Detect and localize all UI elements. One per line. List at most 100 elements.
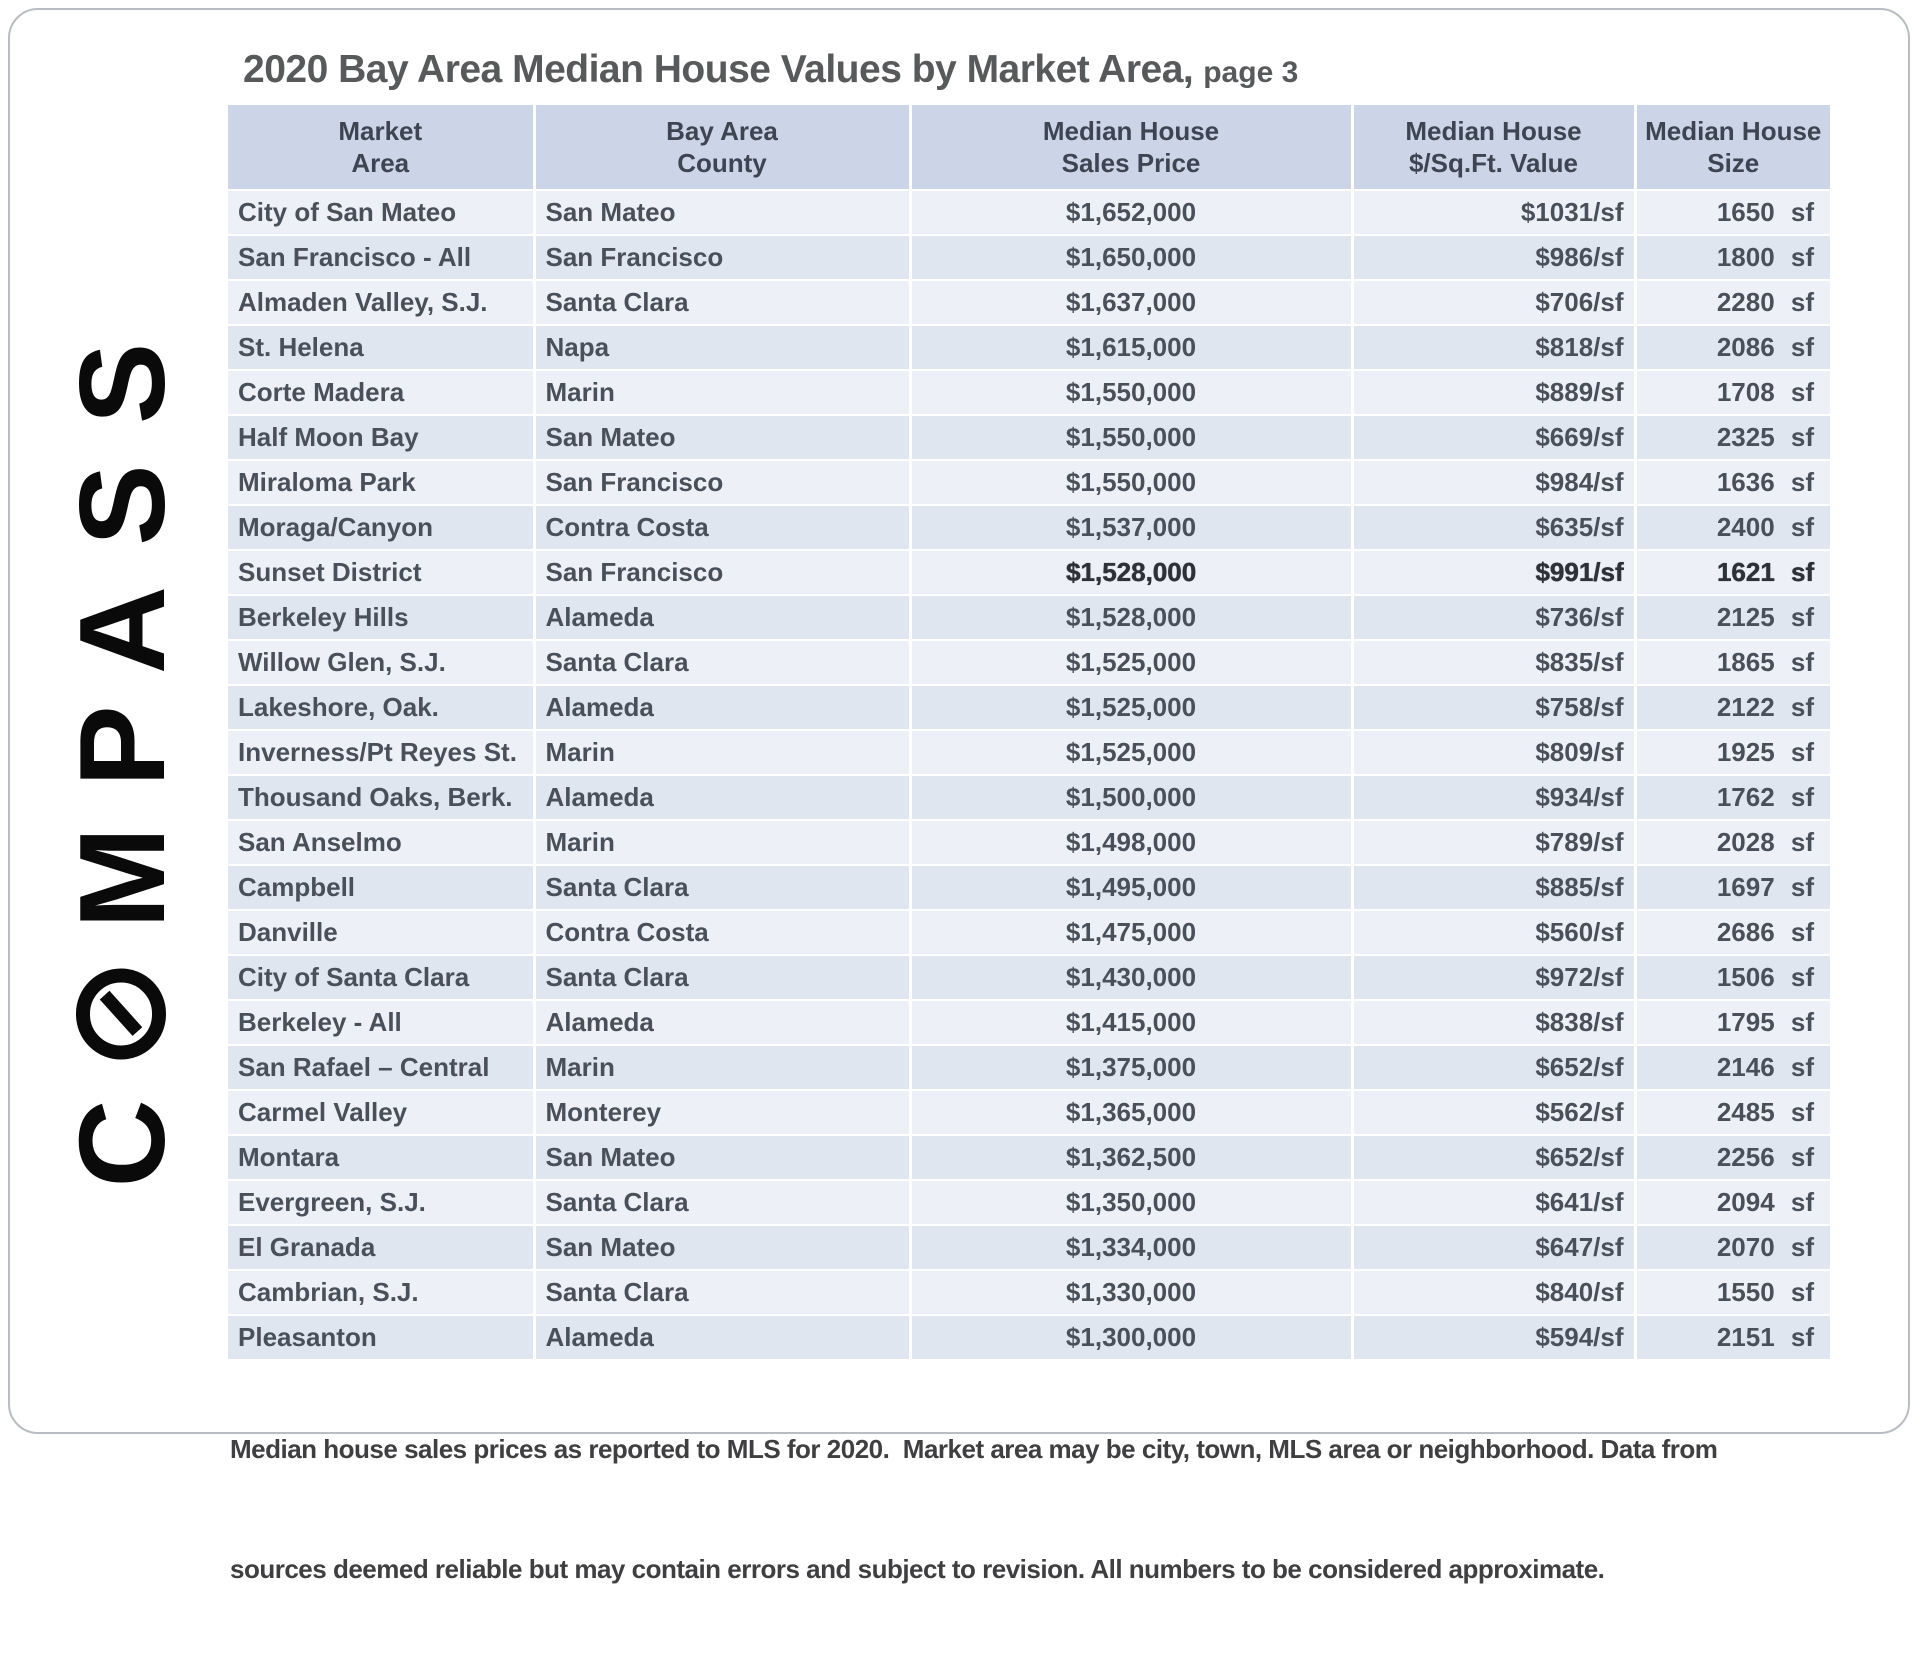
cell-price-per-sqft: $840/sf — [1352, 1270, 1635, 1315]
cell-sales-price: $1,498,000 — [910, 820, 1352, 865]
table-header: Market Area Bay Area County Median House… — [228, 105, 1830, 190]
cell-size: 1865 sf — [1635, 640, 1830, 685]
column-header-sales-price: Median House Sales Price — [910, 105, 1352, 190]
cell-market-area: City of San Mateo — [228, 190, 534, 235]
cell-market-area: Thousand Oaks, Berk. — [228, 775, 534, 820]
column-header-size: Median House Size — [1635, 105, 1830, 190]
median-values-table: Market Area Bay Area County Median House… — [228, 105, 1830, 1361]
table-row: San Rafael – Central Marin $1,375,000 $6… — [228, 1045, 1830, 1090]
cell-county: Santa Clara — [534, 865, 910, 910]
cell-market-area: Almaden Valley, S.J. — [228, 280, 534, 325]
logo-letters-pre: C — [54, 1059, 190, 1187]
cell-price-per-sqft: $706/sf — [1352, 280, 1635, 325]
cell-sales-price: $1,550,000 — [910, 415, 1352, 460]
cell-market-area: Willow Glen, S.J. — [228, 640, 534, 685]
cell-price-per-sqft: $934/sf — [1352, 775, 1635, 820]
cell-market-area: Miraloma Park — [228, 460, 534, 505]
cell-sales-price: $1,362,500 — [910, 1135, 1352, 1180]
table-row: San Anselmo Marin $1,498,000 $789/sf 202… — [228, 820, 1830, 865]
cell-county: Santa Clara — [534, 640, 910, 685]
cell-sales-price: $1,430,000 — [910, 955, 1352, 1000]
table-row: St. Helena Napa $1,615,000 $818/sf 2086 … — [228, 325, 1830, 370]
cell-county: San Mateo — [534, 415, 910, 460]
cell-price-per-sqft: $1031/sf — [1352, 190, 1635, 235]
table-row: Almaden Valley, S.J. Santa Clara $1,637,… — [228, 280, 1830, 325]
cell-size: 1550 sf — [1635, 1270, 1830, 1315]
table-row: Carmel Valley Monterey $1,365,000 $562/s… — [228, 1090, 1830, 1135]
cell-size: 2256 sf — [1635, 1135, 1830, 1180]
cell-price-per-sqft: $652/sf — [1352, 1135, 1635, 1180]
cell-size: 1650 sf — [1635, 190, 1830, 235]
cell-size: 1708 sf — [1635, 370, 1830, 415]
table-row: Moraga/Canyon Contra Costa $1,537,000 $6… — [228, 505, 1830, 550]
cell-price-per-sqft: $838/sf — [1352, 1000, 1635, 1045]
page-title-text: 2020 Bay Area Median House Values by Mar… — [243, 48, 1193, 91]
cell-price-per-sqft: $835/sf — [1352, 640, 1635, 685]
cell-market-area: City of Santa Clara — [228, 955, 534, 1000]
cell-market-area: San Francisco - All — [228, 235, 534, 280]
cell-price-per-sqft: $669/sf — [1352, 415, 1635, 460]
table-row: Willow Glen, S.J. Santa Clara $1,525,000… — [228, 640, 1830, 685]
cell-sales-price: $1,550,000 — [910, 370, 1352, 415]
cell-market-area: Cambrian, S.J. — [228, 1270, 534, 1315]
cell-sales-price: $1,525,000 — [910, 730, 1352, 775]
cell-sales-price: $1,525,000 — [910, 640, 1352, 685]
compass-logo: CMPASS — [61, 303, 183, 1188]
cell-size: 1697 sf — [1635, 865, 1830, 910]
table-row: Danville Contra Costa $1,475,000 $560/sf… — [228, 910, 1830, 955]
cell-county: Santa Clara — [534, 1270, 910, 1315]
cell-county: Alameda — [534, 595, 910, 640]
cell-size: 2686 sf — [1635, 910, 1830, 955]
cell-sales-price: $1,365,000 — [910, 1090, 1352, 1135]
table-body: City of San Mateo San Mateo $1,652,000 $… — [228, 190, 1830, 1360]
cell-price-per-sqft: $991/sf — [1352, 550, 1635, 595]
cell-price-per-sqft: $972/sf — [1352, 955, 1635, 1000]
cell-price-per-sqft: $818/sf — [1352, 325, 1635, 370]
cell-price-per-sqft: $889/sf — [1352, 370, 1635, 415]
cell-price-per-sqft: $758/sf — [1352, 685, 1635, 730]
cell-sales-price: $1,550,000 — [910, 460, 1352, 505]
table-row: Berkeley Hills Alameda $1,528,000 $736/s… — [228, 595, 1830, 640]
cell-sales-price: $1,528,000 — [910, 550, 1352, 595]
cell-county: San Francisco — [534, 235, 910, 280]
cell-county: Napa — [534, 325, 910, 370]
cell-market-area: Danville — [228, 910, 534, 955]
cell-size: 1925 sf — [1635, 730, 1830, 775]
table-row: Half Moon Bay San Mateo $1,550,000 $669/… — [228, 415, 1830, 460]
cell-price-per-sqft: $560/sf — [1352, 910, 1635, 955]
cell-county: Marin — [534, 1045, 910, 1090]
cell-size: 2070 sf — [1635, 1225, 1830, 1270]
column-header-county: Bay Area County — [534, 105, 910, 190]
footnote: Median house sales prices as reported to… — [230, 1348, 1630, 1670]
table-row: Lakeshore, Oak. Alameda $1,525,000 $758/… — [228, 685, 1830, 730]
cell-county: San Mateo — [534, 190, 910, 235]
cell-market-area: Sunset District — [228, 550, 534, 595]
cell-sales-price: $1,495,000 — [910, 865, 1352, 910]
cell-price-per-sqft: $809/sf — [1352, 730, 1635, 775]
cell-size: 2028 sf — [1635, 820, 1830, 865]
cell-market-area: Corte Madera — [228, 370, 534, 415]
cell-size: 2122 sf — [1635, 685, 1830, 730]
cell-county: Santa Clara — [534, 1180, 910, 1225]
cell-size: 1800 sf — [1635, 235, 1830, 280]
cell-market-area: Evergreen, S.J. — [228, 1180, 534, 1225]
cell-market-area: Lakeshore, Oak. — [228, 685, 534, 730]
table-row: Miraloma Park San Francisco $1,550,000 $… — [228, 460, 1830, 505]
cell-sales-price: $1,375,000 — [910, 1045, 1352, 1090]
cell-price-per-sqft: $736/sf — [1352, 595, 1635, 640]
logo-letters-post: MPASS — [54, 303, 190, 929]
cell-county: San Francisco — [534, 550, 910, 595]
cell-size: 1636 sf — [1635, 460, 1830, 505]
table-row: Montara San Mateo $1,362,500 $652/sf 225… — [228, 1135, 1830, 1180]
cell-market-area: Moraga/Canyon — [228, 505, 534, 550]
cell-market-area: Inverness/Pt Reyes St. — [228, 730, 534, 775]
cell-market-area: Carmel Valley — [228, 1090, 534, 1135]
cell-sales-price: $1,615,000 — [910, 325, 1352, 370]
cell-county: Monterey — [534, 1090, 910, 1135]
cell-size: 1621 sf — [1635, 550, 1830, 595]
cell-county: Alameda — [534, 1000, 910, 1045]
cell-size: 2146 sf — [1635, 1045, 1830, 1090]
cell-market-area: San Rafael – Central — [228, 1045, 534, 1090]
column-header-market-area: Market Area — [228, 105, 534, 190]
cell-county: San Mateo — [534, 1135, 910, 1180]
